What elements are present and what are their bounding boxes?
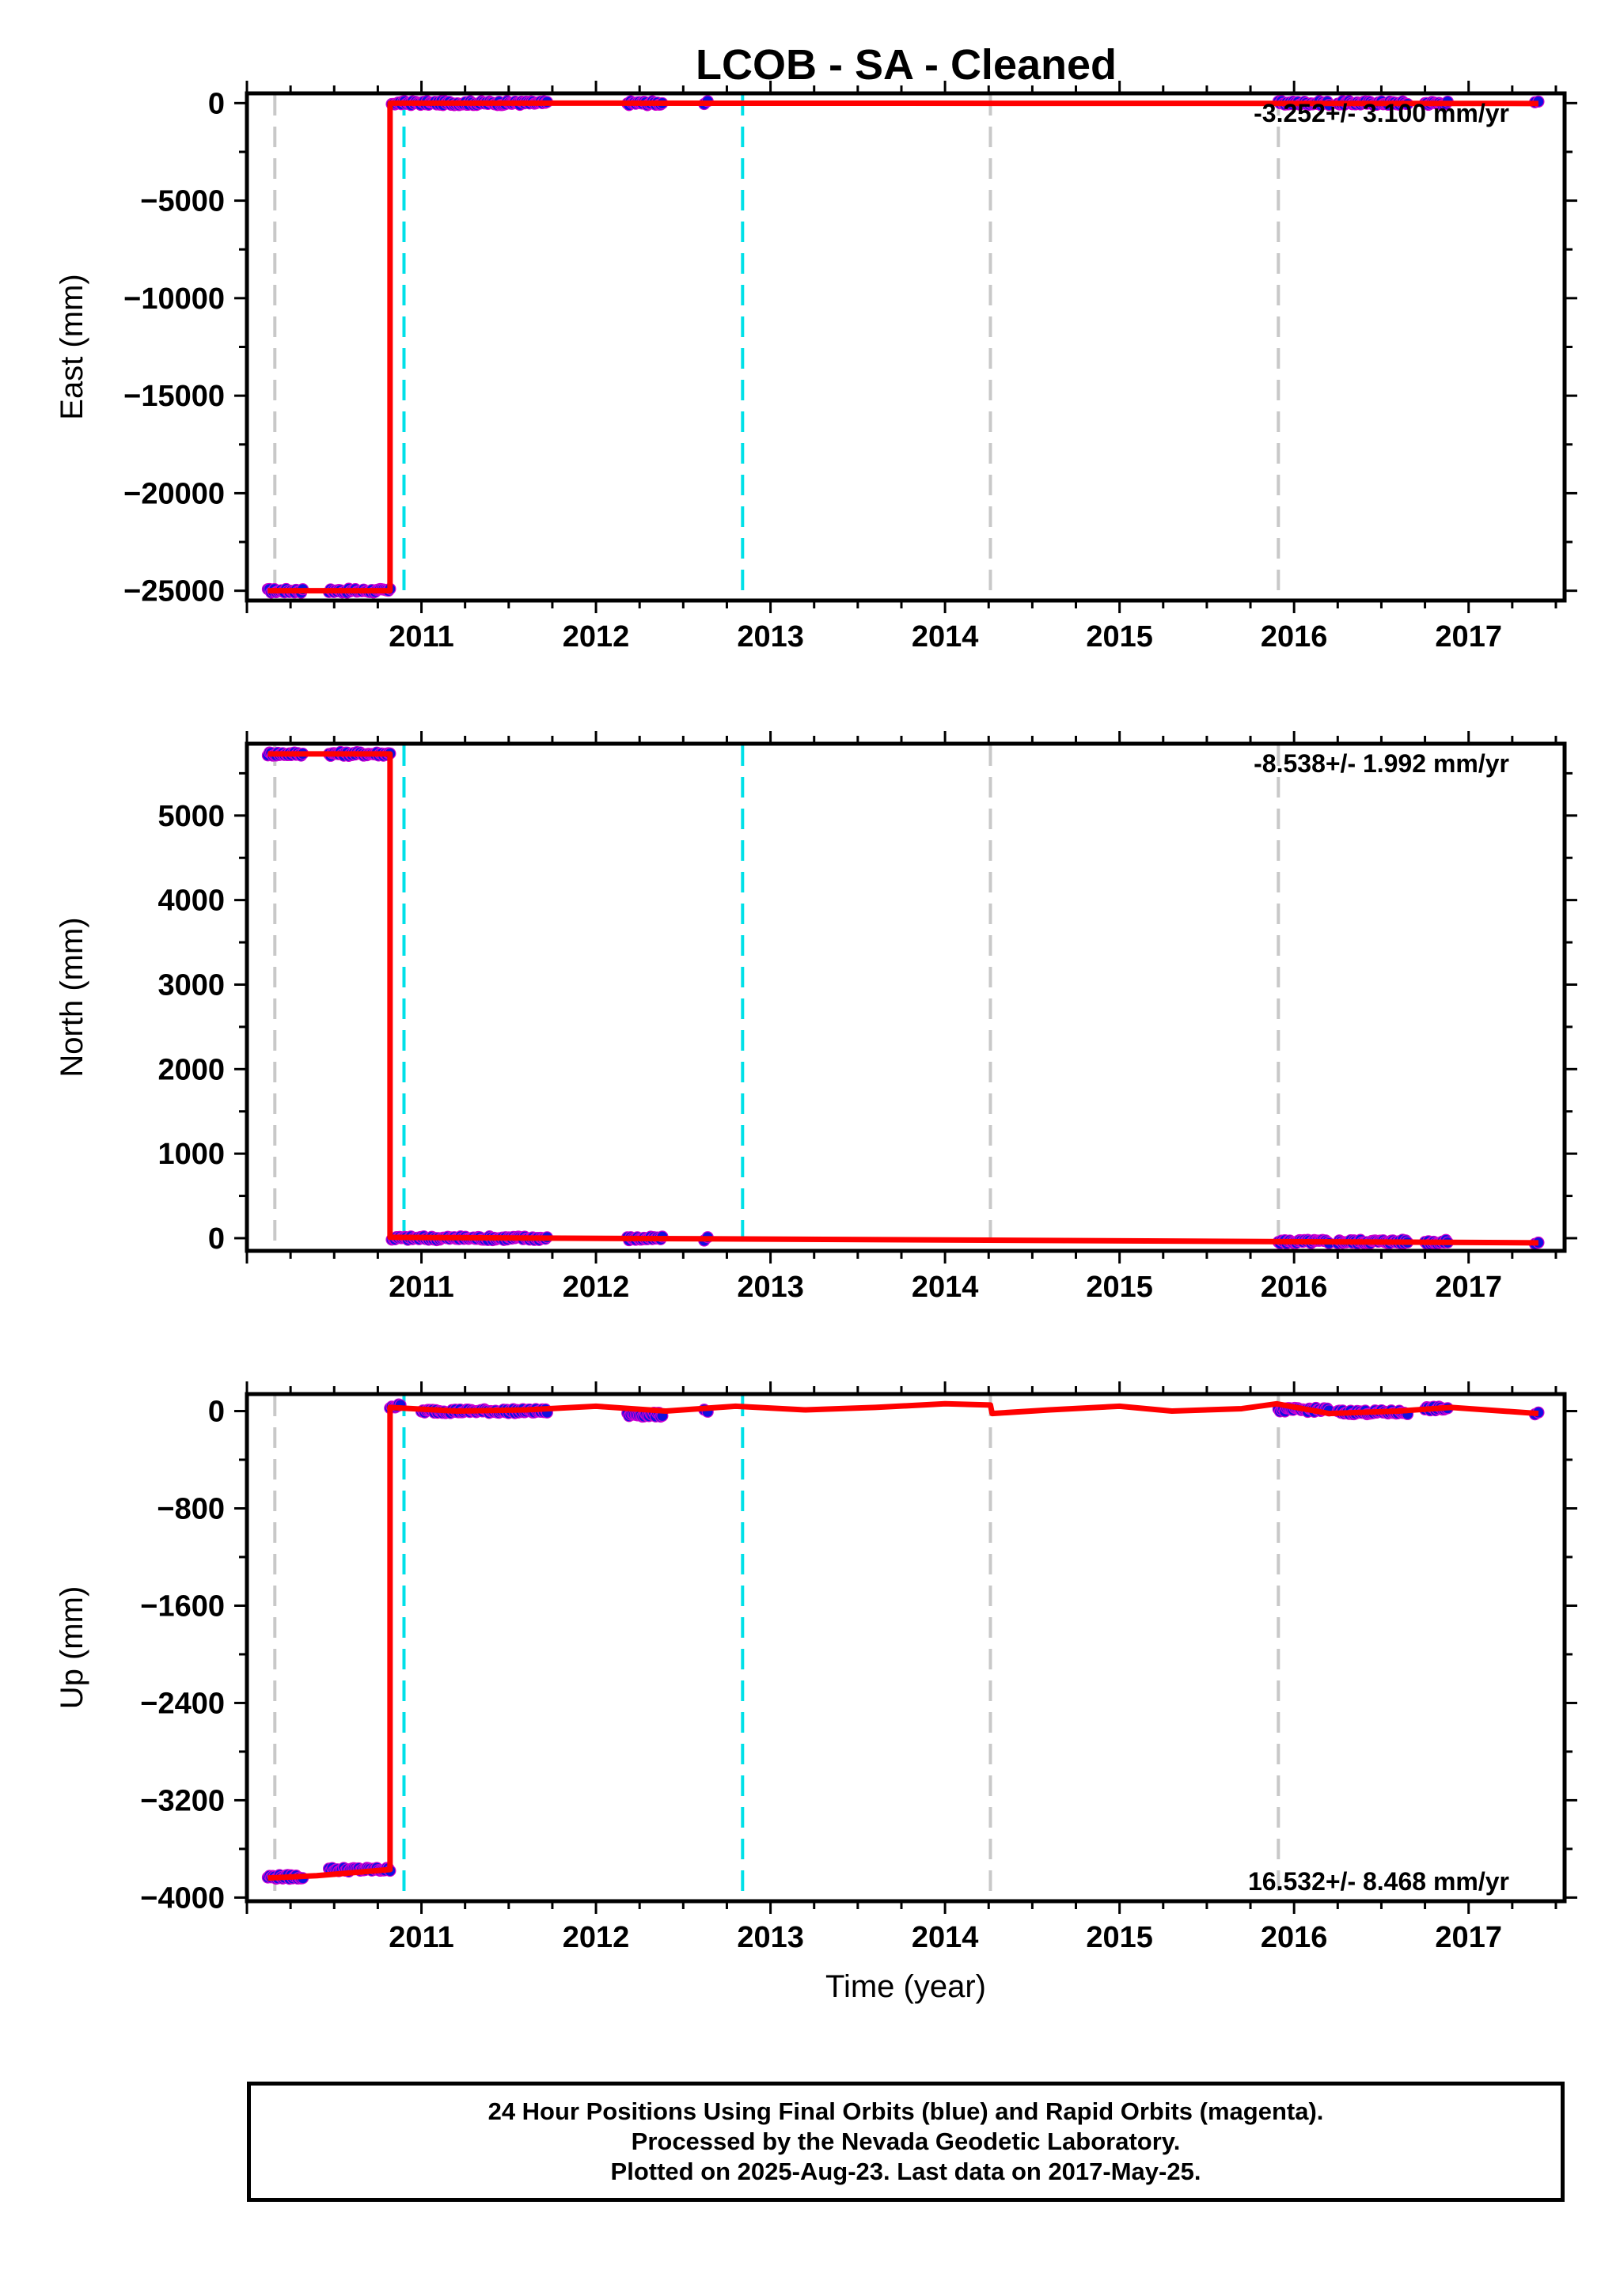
north-x-tick-label: 2013 — [737, 1271, 804, 1304]
up-y-tick-label: −2400 — [140, 1687, 225, 1720]
north-frame — [245, 741, 1567, 1253]
up-y-axis-label: Up (mm) — [55, 1586, 89, 1710]
x-axis-label: Time (year) — [825, 1969, 986, 2004]
up-x-tick-label: 2015 — [1086, 1921, 1153, 1954]
up-frame — [245, 1392, 1567, 1904]
north-y-tick-label: 1000 — [157, 1138, 225, 1171]
up-panel: 2011 2012 2013 2014 2015 2016 2017 0 −800 −1600 −2… — [55, 1381, 1577, 1954]
east-x-tick-label: 2012 — [563, 620, 630, 654]
up-y-tick-label: −800 — [157, 1492, 225, 1525]
north-y-tick-label: 3000 — [157, 968, 225, 1002]
up-model-line — [267, 1400, 1539, 1881]
east-x-tick-label: 2016 — [1261, 620, 1328, 654]
up-x-tick-label: 2012 — [563, 1921, 630, 1954]
east-x-tick-label: 2014 — [912, 620, 979, 654]
east-y-tick-label: −25000 — [123, 575, 225, 608]
east-frame — [245, 91, 1567, 603]
east-y-axis-label: East (mm) — [55, 274, 89, 419]
north-rate-label: -8.538+/- 1.992 mm/yr — [1254, 749, 1509, 778]
east-panel: 2011 2012 2013 2014 2015 2016 2017 0 −5000 −10000… — [55, 81, 1577, 654]
north-y-tick-label: 0 — [208, 1222, 225, 1256]
north-x-tick-label: 2017 — [1435, 1271, 1502, 1304]
footer-line-3: Plotted on 2025-Aug-23. Last data on 201… — [610, 2158, 1201, 2185]
east-rate-label: -3.252+/- 3.100 mm/yr — [1254, 99, 1509, 127]
up-y-tick-label: −3200 — [140, 1784, 225, 1817]
north-x-tick-label: 2016 — [1261, 1271, 1328, 1304]
up-x-tick-label: 2011 — [389, 1921, 453, 1954]
east-y-tick-label: −15000 — [123, 380, 225, 413]
up-rate-label: 16.532+/- 8.468 mm/yr — [1248, 1867, 1509, 1896]
north-y-tick-label: 2000 — [157, 1053, 225, 1086]
north-model-line — [267, 751, 1538, 1246]
north-panel: 2011 2012 2013 2014 2015 2016 2017 0 1000 2000 300… — [55, 731, 1577, 1304]
north-y-tick-label: 5000 — [157, 800, 225, 833]
footer-line-2: Processed by the Nevada Geodetic Laborat… — [631, 2127, 1181, 2155]
north-y-axis-label: North (mm) — [55, 917, 89, 1077]
panels: 2011 2012 2013 2014 2015 2016 2017 0 −5000 −10000… — [55, 81, 1577, 2004]
plot-title: LCOB - SA - Cleaned — [696, 41, 1117, 89]
up-y-tick-label: −4000 — [140, 1881, 225, 1915]
footer-info-box: 24 Hour Positions Using Final Orbits (bl… — [247, 2082, 1565, 2202]
east-y-tick-label: −10000 — [123, 282, 225, 316]
east-y-tick-label: −5000 — [140, 185, 225, 218]
north-x-tick-label: 2012 — [563, 1271, 630, 1304]
north-x-tick-label: 2015 — [1086, 1271, 1153, 1304]
up-y-tick-label: −1600 — [140, 1589, 225, 1623]
footer-line-1: 24 Hour Positions Using Final Orbits (bl… — [488, 2097, 1324, 2125]
north-y-tick-label: 4000 — [157, 885, 225, 918]
east-x-tick-label: 2015 — [1086, 620, 1153, 654]
east-x-tick-label: 2013 — [737, 620, 804, 654]
north-x-tick-label: 2014 — [912, 1271, 979, 1304]
up-x-tick-label: 2014 — [912, 1921, 979, 1954]
east-model-line — [267, 100, 1538, 594]
east-x-tick-label: 2011 — [389, 620, 453, 654]
east-y-tick-label: −20000 — [123, 477, 225, 510]
up-x-tick-label: 2013 — [737, 1921, 804, 1954]
up-y-tick-label: 0 — [208, 1396, 225, 1429]
east-x-tick-label: 2017 — [1435, 620, 1502, 654]
up-x-tick-label: 2016 — [1261, 1921, 1328, 1954]
north-x-tick-label: 2011 — [389, 1271, 453, 1304]
up-x-tick-label: 2017 — [1435, 1921, 1502, 1954]
east-y-tick-label: 0 — [208, 87, 225, 120]
